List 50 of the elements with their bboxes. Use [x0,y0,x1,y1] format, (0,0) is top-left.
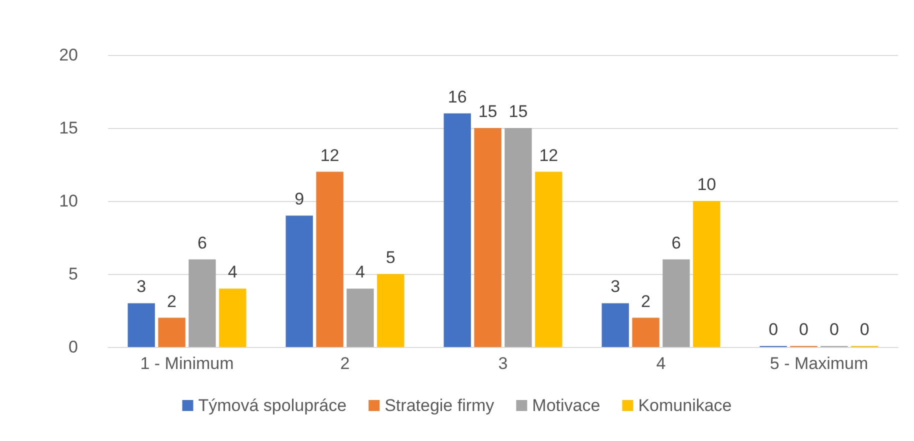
bar [662,259,690,347]
x-tick-label: 3 [498,354,508,373]
bar [535,172,562,347]
x-tick-label: 5 - Maximum [770,354,868,373]
data-label: 0 [860,320,870,339]
bar [504,128,532,347]
data-label: 3 [610,277,620,296]
data-label: 15 [508,102,528,121]
legend-label: Komunikace [638,396,732,415]
bar [188,259,216,347]
data-label: 10 [697,175,716,194]
bar [444,113,471,347]
y-tick-label: 10 [59,192,78,210]
data-label: 16 [448,87,467,106]
x-tick-label: 4 [656,354,666,373]
data-label: 0 [829,320,839,339]
bar [632,318,660,347]
bar [316,172,344,347]
bar [128,303,155,347]
data-label: 5 [386,248,396,267]
bar [602,303,629,347]
data-label: 15 [478,102,498,121]
data-label: 9 [294,190,304,209]
legend-label: Týmová spolupráce [198,396,347,415]
x-tick-label: 1 - Minimum [140,354,234,373]
bar [693,201,720,347]
x-tick-label: 2 [340,354,350,373]
y-tick-label: 20 [59,46,78,64]
data-label: 2 [641,292,651,311]
bar [346,288,374,347]
data-label: 3 [136,277,146,296]
data-label: 12 [320,146,340,165]
y-tick-label: 5 [68,264,78,284]
data-label: 0 [768,320,778,339]
data-label: 4 [228,262,238,282]
y-tick-label: 15 [59,118,78,138]
bar [286,216,313,347]
bar [377,274,404,347]
data-label: 4 [355,262,365,282]
legend-label: Strategie firmy [384,396,495,415]
data-label: 2 [167,292,177,311]
data-label: 12 [539,146,558,165]
bar [474,128,502,347]
bar [219,288,246,347]
y-tick-label: 0 [68,338,78,356]
data-label: 6 [197,233,207,252]
data-label: 6 [671,233,681,252]
data-label: 0 [799,320,809,339]
legend-label: Motivace [532,396,600,415]
bar [158,318,186,347]
